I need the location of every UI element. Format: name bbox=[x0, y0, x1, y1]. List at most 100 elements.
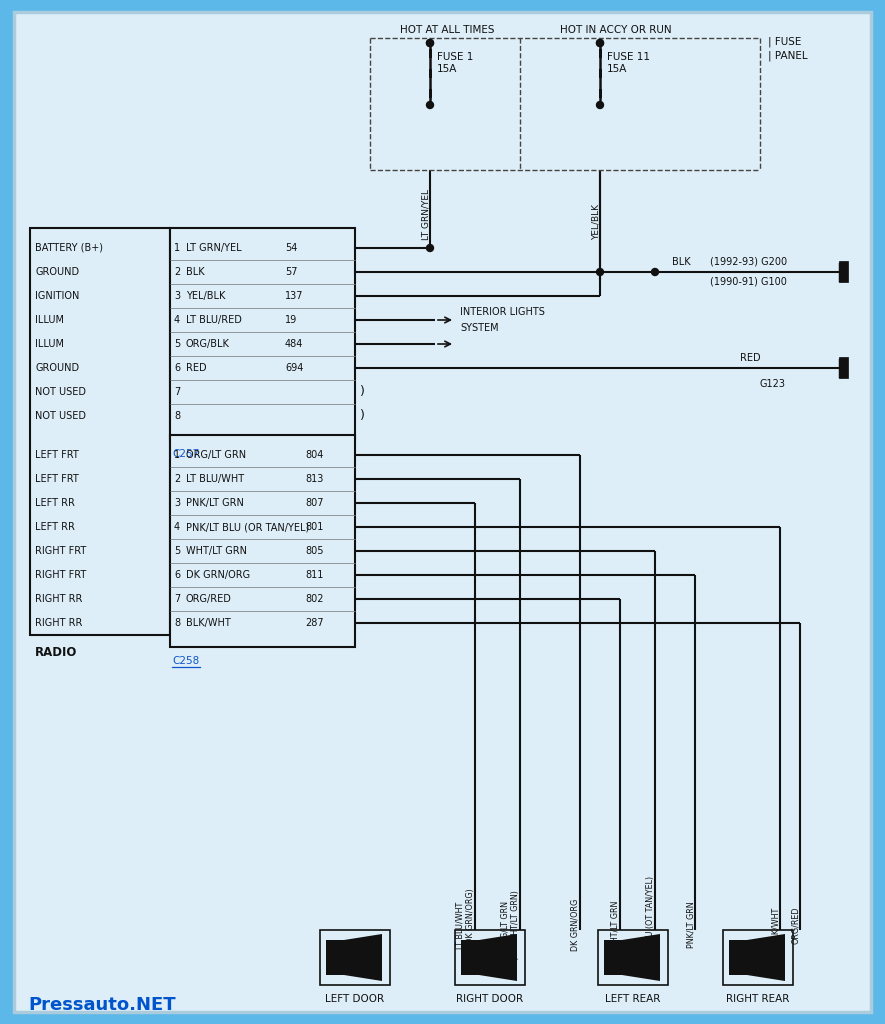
Text: INTERIOR LIGHTS: INTERIOR LIGHTS bbox=[460, 307, 545, 317]
Bar bbox=[326, 940, 344, 975]
Text: LEFT FRT: LEFT FRT bbox=[35, 474, 79, 484]
Text: LT BLU/RED: LT BLU/RED bbox=[186, 315, 242, 325]
Text: 804: 804 bbox=[305, 450, 323, 460]
Text: ORG/LT GRN: ORG/LT GRN bbox=[186, 450, 246, 460]
Text: 6: 6 bbox=[174, 362, 181, 373]
Text: BLK: BLK bbox=[186, 267, 204, 278]
Text: FUSE 11
15A: FUSE 11 15A bbox=[607, 52, 650, 74]
Text: DK GRN/ORG: DK GRN/ORG bbox=[186, 570, 250, 580]
Bar bbox=[455, 930, 525, 985]
Text: YEL/BLK: YEL/BLK bbox=[591, 204, 601, 240]
Text: 137: 137 bbox=[285, 291, 304, 301]
Circle shape bbox=[427, 40, 434, 46]
Text: DK GRN/ORG: DK GRN/ORG bbox=[571, 899, 580, 951]
Bar bbox=[604, 940, 622, 975]
Polygon shape bbox=[622, 934, 660, 981]
Text: ORG/BLK: ORG/BLK bbox=[186, 339, 230, 349]
Text: WHT/LT GRN: WHT/LT GRN bbox=[186, 546, 247, 556]
Text: C257: C257 bbox=[172, 449, 199, 459]
Text: 2: 2 bbox=[174, 267, 181, 278]
Text: 5: 5 bbox=[174, 339, 181, 349]
Text: BLK/WHT: BLK/WHT bbox=[186, 618, 231, 628]
Bar bbox=[598, 930, 668, 985]
Text: G123: G123 bbox=[760, 379, 786, 389]
Text: 1: 1 bbox=[174, 243, 181, 253]
Text: 6: 6 bbox=[174, 570, 181, 580]
Text: IGNITION: IGNITION bbox=[35, 291, 80, 301]
Bar bbox=[30, 228, 170, 635]
Text: ): ) bbox=[360, 410, 365, 423]
Text: PNK/LT GRN: PNK/LT GRN bbox=[686, 902, 695, 948]
Text: LEFT RR: LEFT RR bbox=[35, 498, 75, 508]
Circle shape bbox=[596, 101, 604, 109]
Text: LEFT FRT: LEFT FRT bbox=[35, 450, 79, 460]
Text: ): ) bbox=[360, 385, 365, 398]
Text: RIGHT REAR: RIGHT REAR bbox=[727, 994, 789, 1004]
Text: 8: 8 bbox=[174, 618, 181, 628]
Bar bbox=[723, 930, 793, 985]
Text: (1990-91) G100: (1990-91) G100 bbox=[710, 278, 787, 287]
Text: ILLUM: ILLUM bbox=[35, 315, 64, 325]
Bar bbox=[170, 228, 355, 440]
Text: | FUSE: | FUSE bbox=[768, 37, 802, 47]
Text: HOT AT ALL TIMES: HOT AT ALL TIMES bbox=[400, 25, 495, 35]
Text: LT GRN/YEL: LT GRN/YEL bbox=[421, 189, 430, 241]
Circle shape bbox=[427, 245, 434, 252]
Text: RADIO: RADIO bbox=[35, 646, 77, 659]
Text: RIGHT RR: RIGHT RR bbox=[35, 618, 82, 628]
Text: LEFT RR: LEFT RR bbox=[35, 522, 75, 532]
Text: (1992-93) G200: (1992-93) G200 bbox=[710, 257, 787, 267]
Text: 287: 287 bbox=[305, 618, 324, 628]
Text: 5: 5 bbox=[174, 546, 181, 556]
Text: BLK: BLK bbox=[672, 257, 690, 267]
Text: GROUND: GROUND bbox=[35, 362, 79, 373]
Text: 484: 484 bbox=[285, 339, 304, 349]
Text: BLK/WHT: BLK/WHT bbox=[771, 907, 780, 943]
Text: RIGHT DOOR: RIGHT DOOR bbox=[457, 994, 524, 1004]
Text: 54: 54 bbox=[285, 243, 297, 253]
Text: WHT/LT GRN: WHT/LT GRN bbox=[611, 900, 620, 949]
Text: LEFT REAR: LEFT REAR bbox=[605, 994, 661, 1004]
Text: LEFT DOOR: LEFT DOOR bbox=[326, 994, 385, 1004]
Polygon shape bbox=[344, 934, 382, 981]
Text: 694: 694 bbox=[285, 362, 304, 373]
Text: 801: 801 bbox=[305, 522, 323, 532]
Circle shape bbox=[427, 101, 434, 109]
Text: YEL/BLK: YEL/BLK bbox=[186, 291, 226, 301]
Text: 805: 805 bbox=[305, 546, 324, 556]
Text: NOT USED: NOT USED bbox=[35, 411, 86, 421]
Text: BATTERY (B+): BATTERY (B+) bbox=[35, 243, 103, 253]
Text: 813: 813 bbox=[305, 474, 323, 484]
Text: 807: 807 bbox=[305, 498, 324, 508]
Text: NOT USED: NOT USED bbox=[35, 387, 86, 397]
Text: 4: 4 bbox=[174, 522, 181, 532]
Circle shape bbox=[596, 268, 604, 275]
Circle shape bbox=[651, 268, 658, 275]
Text: 4: 4 bbox=[174, 315, 181, 325]
Text: 802: 802 bbox=[305, 594, 324, 604]
Text: 1: 1 bbox=[174, 450, 181, 460]
Circle shape bbox=[596, 40, 604, 46]
Text: RIGHT FRT: RIGHT FRT bbox=[35, 546, 86, 556]
Text: HOT IN ACCY OR RUN: HOT IN ACCY OR RUN bbox=[560, 25, 672, 35]
Text: RIGHT RR: RIGHT RR bbox=[35, 594, 82, 604]
FancyBboxPatch shape bbox=[14, 12, 871, 1012]
Polygon shape bbox=[747, 934, 785, 981]
Bar bbox=[320, 930, 390, 985]
Text: SYSTEM: SYSTEM bbox=[460, 323, 498, 333]
Text: LT BLU/WHT: LT BLU/WHT bbox=[186, 474, 244, 484]
Text: 57: 57 bbox=[285, 267, 297, 278]
Text: 3: 3 bbox=[174, 498, 181, 508]
Text: LT GRN/YEL: LT GRN/YEL bbox=[186, 243, 242, 253]
Text: 2: 2 bbox=[174, 474, 181, 484]
Circle shape bbox=[427, 40, 434, 46]
Text: C258: C258 bbox=[172, 656, 199, 666]
Text: RED: RED bbox=[186, 362, 206, 373]
Text: 8: 8 bbox=[174, 411, 181, 421]
Text: FUSE 1
15A: FUSE 1 15A bbox=[437, 52, 473, 74]
Bar bbox=[729, 940, 747, 975]
Text: | PANEL: | PANEL bbox=[768, 51, 808, 61]
Text: PNK/LT GRN: PNK/LT GRN bbox=[186, 498, 244, 508]
Text: RED: RED bbox=[740, 353, 760, 362]
Text: ORG/RED: ORG/RED bbox=[186, 594, 232, 604]
